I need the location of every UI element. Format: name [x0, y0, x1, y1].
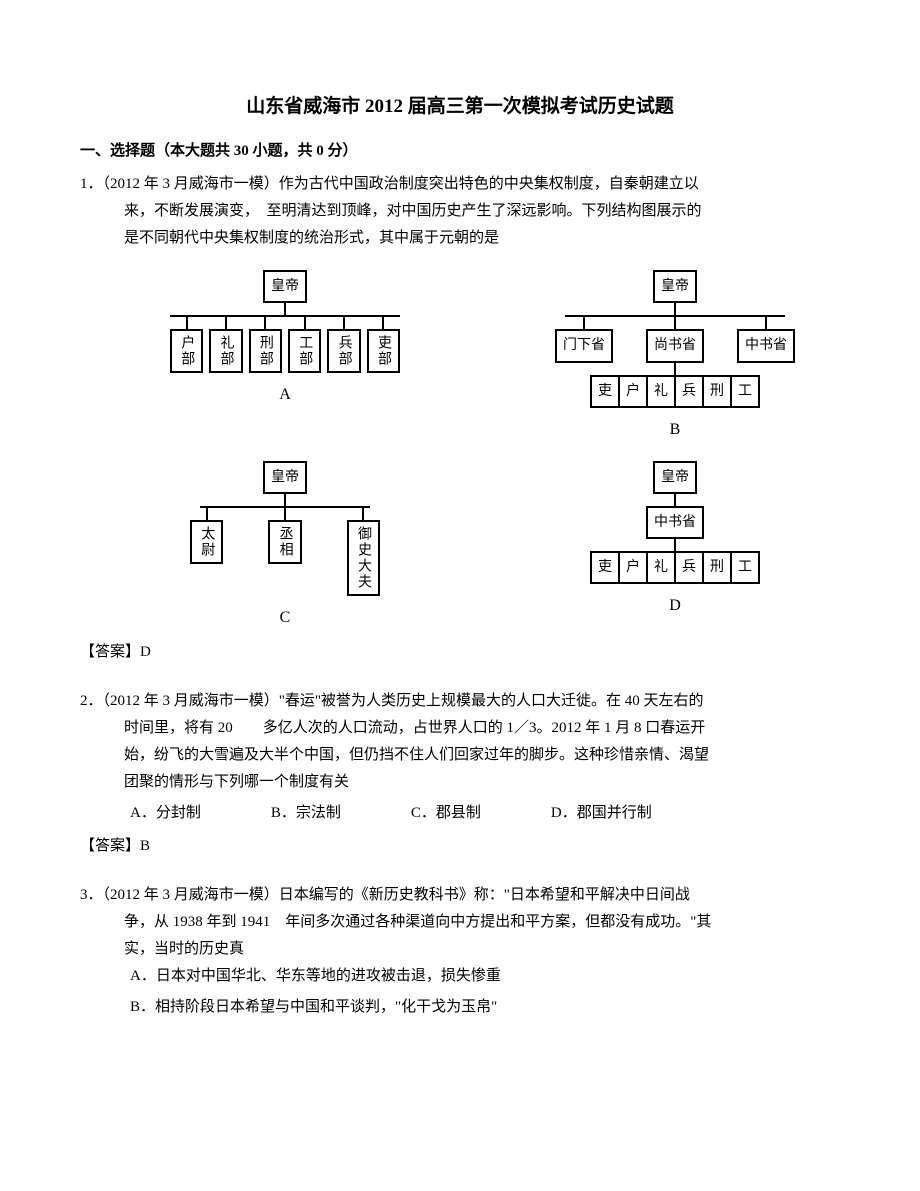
section-heading: 一、选择题（本大题共 30 小题，共 0 分）	[80, 138, 840, 165]
node-b-mid-2: 中书省	[737, 329, 795, 362]
q2-opt-a: A．分封制	[130, 800, 201, 827]
q1-line2: 来，不断发展演变， 至明清达到顶峰，对中国历史产生了深远影响。下列结构图展示的	[80, 198, 840, 225]
q2-answer: 【答案】B	[80, 833, 840, 860]
node-a-3: 工部	[288, 329, 321, 373]
node-b-mid-1: 尚书省	[646, 329, 704, 362]
q3-options: A．日本对中国华北、华东等地的进攻被击退，损失惨重 B．相持阶段日本希望与中国和…	[80, 963, 840, 1021]
diagram-c-label: C	[280, 604, 291, 633]
q2-opt-c: C．郡县制	[411, 800, 481, 827]
diagram-b-label: B	[670, 416, 681, 445]
node-c-2: 御史大夫	[347, 520, 380, 596]
node-b-mid-0: 门下省	[555, 329, 613, 362]
node-emperor: 皇帝	[263, 270, 307, 303]
node-d-bottom: 吏 户 礼 兵 刑 工	[590, 551, 760, 584]
diagram-b: 皇帝 门下省 尚书省 中书省 吏 户 礼 兵 刑 工 B	[510, 270, 840, 444]
question-2: 2．（2012 年 3 月威海市一模）"春运"被誉为人类历史上规模最大的人口大迁…	[80, 688, 840, 827]
q1-line3: 是不同朝代中央集权制度的统治形式，其中属于元朝的是	[80, 225, 840, 252]
node-c-1: 丞相	[268, 520, 301, 564]
node-c-0: 太尉	[190, 520, 223, 564]
q3-opt-b: B．相持阶段日本希望与中国和平谈判，"化干戈为玉帛"	[130, 994, 840, 1021]
q2-line4: 团聚的情形与下列哪一个制度有关	[80, 769, 840, 796]
node-a-5: 吏部	[367, 329, 400, 373]
q1-answer: 【答案】D	[80, 639, 840, 666]
diagram-d: 皇帝 中书省 吏 户 礼 兵 刑 工 D	[510, 461, 840, 633]
diagram-a-label: A	[279, 381, 291, 410]
node-a-0: 户部	[170, 329, 203, 373]
node-a-1: 礼部	[209, 329, 242, 373]
diagram-a: 皇帝 户部 礼部 刑部 工部 兵部 吏部 A	[120, 270, 450, 444]
question-1: 1．（2012 年 3 月威海市一模）作为古代中国政治制度突出特色的中央集权制度…	[80, 171, 840, 252]
node-d-mid: 中书省	[646, 506, 704, 539]
q3-opt-a: A．日本对中国华北、华东等地的进攻被击退，损失惨重	[130, 963, 840, 990]
q3-line2: 争，从 1938 年到 1941 年间多次通过各种渠道向中方提出和平方案，但都没…	[80, 909, 840, 936]
node-emperor: 皇帝	[263, 461, 307, 494]
node-emperor: 皇帝	[653, 270, 697, 303]
q3-lead: （2012 年 3 月威海市一模）日本编写的《新历史教科书》称："日本希望和平解…	[103, 887, 690, 903]
diagram-grid: 皇帝 户部 礼部 刑部 工部 兵部 吏部 A 皇帝 门下省 尚书省 中书省 吏 …	[120, 270, 840, 632]
q2-number: 2．	[80, 693, 103, 709]
node-emperor: 皇帝	[653, 461, 697, 494]
question-3: 3．（2012 年 3 月威海市一模）日本编写的《新历史教科书》称："日本希望和…	[80, 882, 840, 1021]
q3-line3: 实，当时的历史真	[80, 936, 840, 963]
q2-lead: （2012 年 3 月威海市一模）"春运"被誉为人类历史上规模最大的人口大迁徙。…	[103, 693, 704, 709]
q2-line3: 始，纷飞的大雪遍及大半个中国，但仍挡不住人们回家过年的脚步。这种珍惜亲情、渴望	[80, 742, 840, 769]
q2-options: A．分封制 B．宗法制 C．郡县制 D．郡国并行制	[80, 800, 840, 827]
q2-line2: 时间里，将有 20 多亿人次的人口流动，占世界人口的 1／3。2012 年 1 …	[80, 715, 840, 742]
node-a-2: 刑部	[249, 329, 282, 373]
page-title: 山东省威海市 2012 届高三第一次模拟考试历史试题	[80, 90, 840, 124]
q2-opt-b: B．宗法制	[271, 800, 341, 827]
q1-lead: （2012 年 3 月威海市一模）作为古代中国政治制度突出特色的中央集权制度，自…	[103, 176, 699, 192]
q1-number: 1．	[80, 176, 103, 192]
q2-opt-d: D．郡国并行制	[551, 800, 652, 827]
diagram-d-label: D	[669, 592, 681, 621]
node-a-4: 兵部	[327, 329, 360, 373]
q3-number: 3．	[80, 887, 103, 903]
diagram-c: 皇帝 太尉 丞相 御史大夫 C	[120, 461, 450, 633]
node-b-bottom: 吏 户 礼 兵 刑 工	[590, 375, 760, 408]
